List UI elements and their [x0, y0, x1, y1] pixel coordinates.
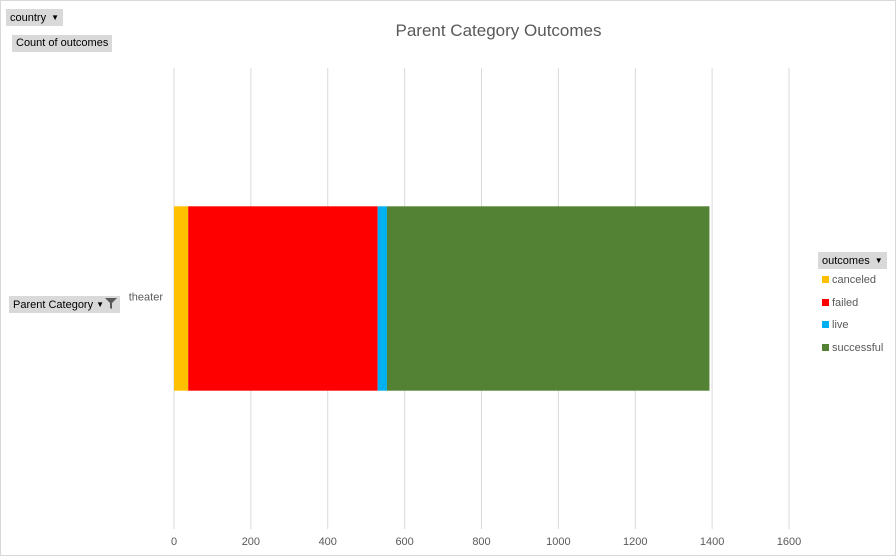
x-tick-label: 800 — [472, 536, 490, 548]
parent-category-filter-label: Parent Category — [13, 299, 94, 311]
x-tick-label: 1600 — [777, 536, 801, 548]
x-tick-label: 400 — [319, 536, 337, 548]
filter-icon — [105, 298, 118, 309]
legend-item-failed: failed — [822, 297, 858, 309]
chevron-down-icon: ▼ — [51, 13, 59, 22]
bar-segment-successful[interactable] — [386, 206, 710, 391]
legend-item-live: live — [822, 319, 849, 331]
chevron-down-icon: ▼ — [96, 300, 105, 309]
outcomes-filter-button[interactable]: outcomes ▼ — [818, 252, 887, 269]
bar-segment-canceled[interactable] — [174, 206, 189, 391]
legend-item-successful: successful — [822, 342, 883, 354]
bar-segment-failed[interactable] — [188, 206, 378, 391]
legend-item-canceled: canceled — [822, 274, 876, 286]
chart-title: Parent Category Outcomes — [395, 21, 602, 40]
x-tick-label: 200 — [242, 536, 260, 548]
x-tick-label: 1000 — [546, 536, 570, 548]
chevron-down-icon: ▼ — [874, 256, 883, 265]
legend-label: failed — [832, 296, 859, 309]
x-tick-label: 0 — [171, 536, 177, 548]
x-tick-label: 600 — [395, 536, 413, 548]
x-tick-label: 1400 — [700, 536, 724, 548]
x-tick-label: 1200 — [623, 536, 647, 548]
legend-swatch — [822, 298, 829, 306]
legend-swatch — [822, 276, 829, 283]
legend-swatch — [822, 321, 829, 328]
outcomes-filter-label: outcomes — [822, 255, 870, 267]
y-category-label: theater — [129, 292, 164, 304]
legend-label: live — [832, 319, 849, 331]
country-filter-label: country — [10, 12, 47, 24]
bar-segment-live[interactable] — [377, 206, 387, 391]
legend-swatch — [822, 343, 829, 351]
legend-label: canceled — [832, 274, 877, 286]
values-field-button[interactable]: Count of outcomes — [12, 35, 113, 52]
values-field-label: Count of outcomes — [16, 37, 109, 49]
country-filter-button[interactable]: country ▼ — [6, 9, 63, 26]
legend-label: successful — [832, 341, 884, 354]
parent-category-filter-button[interactable]: Parent Category ▼ — [9, 296, 121, 313]
